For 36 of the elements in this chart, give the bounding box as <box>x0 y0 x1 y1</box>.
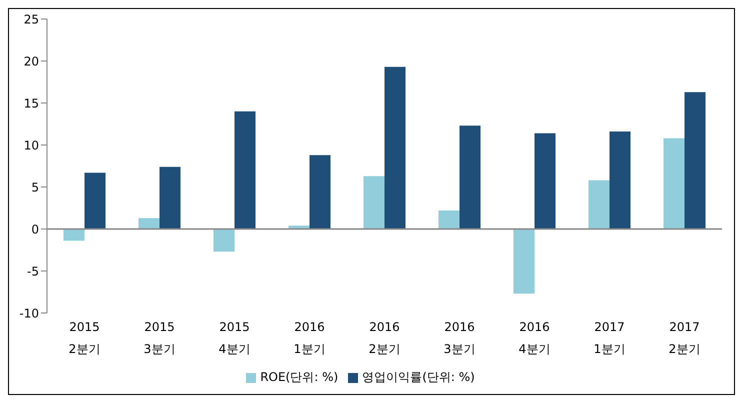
x-tick-label: 2017 1분기 <box>594 320 626 356</box>
bar <box>160 166 180 229</box>
x-tick-label: 2016 2분기 <box>368 320 400 356</box>
bar <box>684 92 706 229</box>
x-tick-label: 2015 4분기 <box>218 320 250 356</box>
bar <box>84 172 106 229</box>
y-tick-label: -10 <box>19 306 39 320</box>
x-tick-label: 2016 1분기 <box>294 320 326 356</box>
y-tick-label: 5 <box>31 180 39 194</box>
x-tick-label: 2016 4분기 <box>518 320 550 356</box>
bar <box>588 180 610 229</box>
y-tick-label: 20 <box>24 54 39 68</box>
y-tick-label: -5 <box>27 264 39 278</box>
bar <box>64 229 84 241</box>
bar <box>364 176 384 229</box>
bar <box>214 229 234 252</box>
bar <box>138 218 160 229</box>
y-tick-label: 0 <box>31 222 39 236</box>
bar <box>514 229 534 294</box>
bar <box>534 133 556 229</box>
bar <box>438 210 460 229</box>
y-tick-label: 15 <box>24 96 39 110</box>
x-tick-label: 2016 3분기 <box>444 320 476 356</box>
x-tick-label: 2017 2분기 <box>668 320 700 356</box>
y-tick-label: 25 <box>24 12 39 26</box>
y-tick-label: 10 <box>24 138 39 152</box>
bar <box>664 138 684 229</box>
bar <box>460 126 480 229</box>
bar <box>384 66 406 229</box>
bar <box>610 132 630 229</box>
legend-label: 영업이익률(단위: %) <box>362 370 475 384</box>
legend-label: ROE(단위: %) <box>260 370 338 384</box>
bar <box>310 155 330 229</box>
x-tick-label: 2015 2분기 <box>68 320 100 356</box>
bar <box>234 111 256 229</box>
x-tick-label: 2015 3분기 <box>144 320 176 356</box>
